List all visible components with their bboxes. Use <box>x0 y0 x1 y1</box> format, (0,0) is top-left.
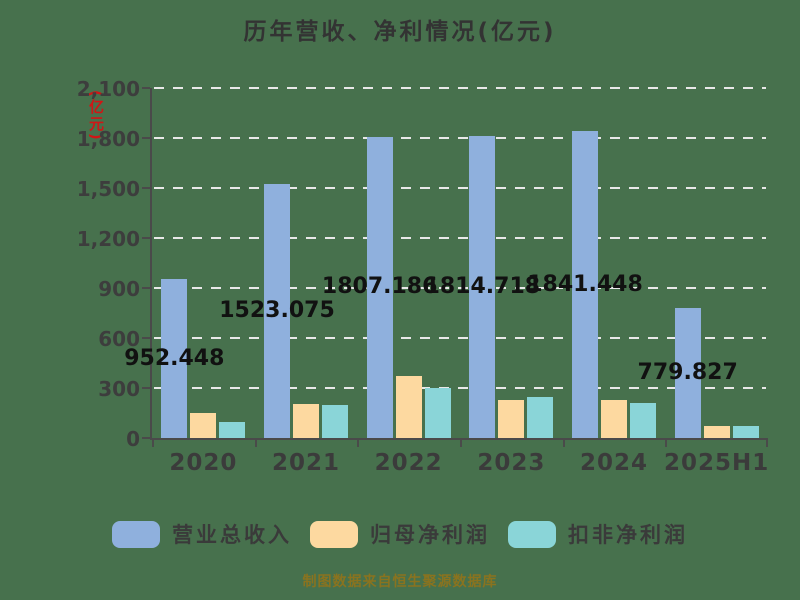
x-axis-label: 2020 <box>169 450 238 476</box>
gridline-2,100 <box>154 87 766 89</box>
bar-归母净利润-2021 <box>293 403 319 438</box>
bar-营业总收入-2023 <box>469 135 496 438</box>
bar-归母净利润-2022 <box>395 375 422 438</box>
y-axis-tick <box>142 337 150 339</box>
revenue-data-label: 1841.448 <box>527 271 643 297</box>
legend-item-revenue: 营业总收入 <box>112 519 292 549</box>
bar-营业总收入-2025H1 <box>674 308 701 438</box>
y-axis-label: 1,500 <box>76 177 140 201</box>
x-axis-label: 2023 <box>477 450 546 476</box>
bar-归母净利润-2023 <box>498 399 525 438</box>
bar-归母净利润-2025H1 <box>703 425 730 438</box>
legend-label-net-profit: 归母净利润 <box>370 523 490 547</box>
y-axis-tick <box>142 137 150 139</box>
y-axis-label: 900 <box>98 277 140 301</box>
bar-营业总收入-2022 <box>366 136 393 438</box>
x-axis-label: 2022 <box>374 450 443 476</box>
bar-归母净利润-2020 <box>190 413 217 438</box>
legend-item-net-profit: 归母净利润 <box>310 519 490 549</box>
gridline-600 <box>154 337 766 339</box>
x-axis-tick <box>460 438 462 447</box>
y-axis-label: 2,100 <box>76 77 140 101</box>
x-axis-label: 2025H1 <box>664 450 770 476</box>
plot-area: 0 300 600 900 1,200 1,500 1,800 2,100 952.448 202… <box>77 77 769 476</box>
x-axis-label: 2024 <box>579 450 648 476</box>
y-axis-tick <box>142 387 150 389</box>
x-axis-tick <box>254 438 257 447</box>
x-axis-tick <box>357 438 360 447</box>
legend-swatch-deducted-profit <box>508 520 556 548</box>
bar-扣非净利润-2024 <box>630 403 656 438</box>
gridline-1,800 <box>154 137 766 139</box>
bar-扣非净利润-2025H1 <box>732 426 759 438</box>
y-axis-label: 300 <box>98 377 140 401</box>
legend: 营业总收入 归母净利润 扣非净利润 <box>0 519 800 549</box>
gridline-1,200 <box>154 237 766 239</box>
y-axis-tick <box>142 287 150 289</box>
x-axis-tick <box>152 438 154 447</box>
bar-扣非净利润-2020 <box>219 422 246 438</box>
gridline-900 <box>154 287 766 289</box>
legend-label-deducted-profit: 扣非净利润 <box>568 523 688 547</box>
y-axis-label: 1,200 <box>76 227 140 251</box>
legend-label-revenue: 营业总收入 <box>172 523 292 547</box>
revenue-data-label: 1807.186 <box>321 274 438 300</box>
data-source-note: 制图数据来自恒生聚源数据库 <box>302 574 498 590</box>
legend-item-deducted-profit: 扣非净利润 <box>508 519 688 549</box>
x-axis-label: 2021 <box>271 450 340 476</box>
x-axis-tick <box>562 438 565 447</box>
y-axis-tick <box>142 187 150 189</box>
bar-营业总收入-2020 <box>161 279 188 438</box>
legend-swatch-net-profit <box>310 520 358 548</box>
revenue-data-label: 1523.075 <box>219 298 335 324</box>
y-axis-label: 0 <box>126 427 140 451</box>
revenue-data-label: 779.827 <box>637 360 738 385</box>
x-axis-tick <box>665 438 668 447</box>
y-axis-tick <box>142 87 150 89</box>
bar-归母净利润-2024 <box>601 399 627 438</box>
bar-营业总收入-2021 <box>264 184 290 438</box>
gridline-300 <box>154 387 766 389</box>
chart-title: 历年营收、净利情况(亿元) <box>243 19 557 45</box>
bar-扣非净利润-2022 <box>424 388 451 438</box>
y-axis-label: 600 <box>98 327 140 351</box>
bar-扣非净利润-2023 <box>527 397 554 438</box>
y-axis-tick <box>142 437 150 439</box>
bar-扣非净利润-2021 <box>322 404 348 438</box>
y-axis-unit-label: (亿元) <box>87 90 105 142</box>
y-axis-label: 1,800 <box>76 127 140 151</box>
x-axis-tick <box>766 438 768 447</box>
legend-swatch-revenue <box>112 520 160 548</box>
bar-营业总收入-2024 <box>572 131 598 438</box>
gridline-1,500 <box>154 187 766 189</box>
y-axis-tick <box>142 237 150 239</box>
revenue-data-label: 952.448 <box>124 345 225 371</box>
revenue-data-label: 1814.718 <box>424 273 541 299</box>
